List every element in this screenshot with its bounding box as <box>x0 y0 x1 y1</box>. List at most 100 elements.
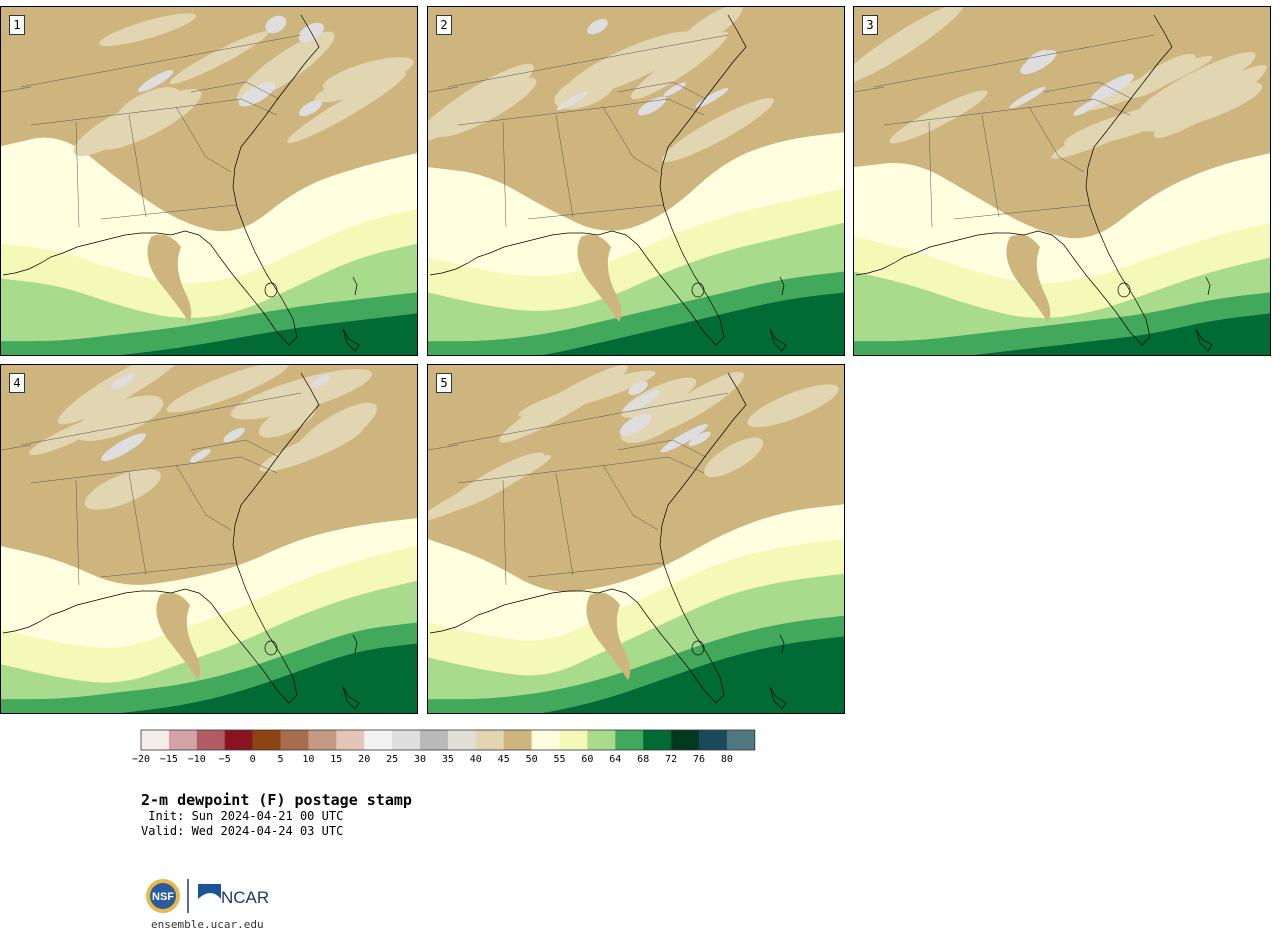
dewpoint-field-moister <box>428 188 844 311</box>
dewpoint-field-drier <box>116 87 181 127</box>
dewpoint-field-drier <box>259 424 365 472</box>
islands-outline <box>769 276 787 352</box>
colorbar-tick-label: 0 <box>250 754 256 765</box>
stamp-panel-3: 3 <box>853 6 1271 356</box>
dewpoint-field-humid <box>1 243 417 342</box>
member-label-1: 1 <box>9 15 25 35</box>
dewpoint-field-very-humid <box>428 271 844 355</box>
state-borders <box>428 34 729 228</box>
dewpoint-field-drier <box>1136 52 1256 118</box>
dewpoint-field-humid <box>428 222 844 342</box>
dewpoint-field-very-humid <box>854 292 1270 355</box>
colorbar-swatch <box>224 730 253 750</box>
colorbar-tick-label: 55 <box>553 754 565 765</box>
dewpoint-field-very-humid <box>1 292 417 355</box>
dewpoint-field-driest <box>556 91 589 111</box>
dewpoint-field-driest <box>628 381 648 396</box>
member-label-4: 4 <box>9 373 25 393</box>
dewpoint-field-drier <box>1126 53 1196 99</box>
colorbar-tick-label: 68 <box>637 754 649 765</box>
dewpoint-field-drier <box>630 31 728 100</box>
colorbar-swatch <box>699 730 728 750</box>
colorbar-swatch <box>643 730 672 750</box>
colorbar-tick-label: 10 <box>302 754 314 765</box>
dewpoint-field-driest <box>1091 73 1134 101</box>
dewpoint-field-driest <box>1009 86 1046 109</box>
dewpoint-map-1 <box>1 7 417 355</box>
islands-outline <box>769 634 787 710</box>
colorbar-swatch <box>726 730 756 750</box>
colorbar-swatch <box>671 730 700 750</box>
coastline-outline <box>429 14 747 346</box>
dewpoint-field-driest <box>688 431 711 446</box>
colorbar-tick-label: 35 <box>442 754 454 765</box>
dewpoint-field-gulf-dry <box>1006 234 1051 322</box>
islands-outline <box>342 276 360 352</box>
dewpoint-field-drier <box>678 7 743 50</box>
state-borders <box>1 34 302 228</box>
colorbar-swatch <box>392 730 421 750</box>
dewpoint-field-drier <box>428 455 552 522</box>
dewpoint-field-humid <box>1 580 417 700</box>
dewpoint-field-driest <box>265 15 287 34</box>
svg-text:NCAR: NCAR <box>221 888 269 907</box>
dewpoint-field-tropical <box>541 636 844 713</box>
colorbar-tick-label: 60 <box>581 754 593 765</box>
dewpoint-field-drier <box>314 74 388 103</box>
colorbar-swatch <box>587 730 616 750</box>
dewpoint-field-drier <box>166 365 290 413</box>
colorbar-tick-label: 40 <box>470 754 482 765</box>
colorbar-tick-label: 30 <box>414 754 426 765</box>
colorbar-tick-label: 5 <box>277 754 283 765</box>
dewpoint-field-tropical <box>119 313 417 355</box>
colorbar-tick-label: 76 <box>693 754 705 765</box>
chart-title: 2-m dewpoint (F) postage stamp <box>141 791 412 809</box>
colorbar-tick-label: 80 <box>721 754 733 765</box>
dewpoint-field-drier <box>620 399 688 443</box>
dewpoint-field-driest <box>223 427 245 443</box>
dewpoint-field-humid <box>428 573 844 700</box>
colorbar-tick-label: 50 <box>526 754 538 765</box>
dewpoint-field-tropical <box>541 292 844 355</box>
lake-outline <box>691 640 705 656</box>
stamp-panel-1: 1 <box>0 6 418 356</box>
state-borders <box>854 34 1155 228</box>
dewpoint-field-gulf-dry <box>156 592 201 680</box>
colorbar-swatch <box>447 730 477 750</box>
dewpoint-map-5 <box>428 365 844 713</box>
dewpoint-field-drier <box>1051 105 1170 159</box>
colorbar-swatch <box>141 730 170 750</box>
lake-outline <box>264 282 278 298</box>
colorbar-swatch <box>280 730 309 750</box>
coastline-outline <box>855 14 1173 346</box>
dewpoint-field-drier <box>287 71 407 144</box>
dewpoint-field-drier <box>258 402 317 438</box>
dewpoint-field-driest <box>660 424 708 453</box>
dewpoint-map-4 <box>1 365 417 713</box>
colorbar-frame <box>140 729 756 751</box>
colorbar-tick-label: 15 <box>330 754 342 765</box>
lake-outline <box>1117 282 1131 298</box>
dewpoint-field-tropical <box>119 643 417 713</box>
dewpoint-field-drier <box>230 368 372 420</box>
coastline-outline <box>2 372 320 704</box>
dewpoint-field-driest <box>637 96 667 116</box>
dewpoint-field-very-humid <box>1 622 417 713</box>
dewpoint-field-drier <box>563 31 697 98</box>
dewpoint-field-driest <box>587 18 608 35</box>
dewpoint-field-driest <box>1020 50 1057 75</box>
colorbar-swatch <box>308 730 337 750</box>
dewpoint-field-drier <box>84 469 161 510</box>
dewpoint-field-dry <box>428 7 844 231</box>
colorbar-tick-label: 20 <box>358 754 370 765</box>
dewpoint-field-tropical <box>972 313 1270 355</box>
dewpoint-field-drier <box>428 63 535 142</box>
colorbar-tick-label: 25 <box>386 754 398 765</box>
stamp-panel-4: 4 <box>0 364 418 714</box>
dewpoint-field-drier <box>99 13 197 47</box>
islands-outline <box>342 634 360 710</box>
dewpoint-field-gulf-dry <box>577 234 622 322</box>
dewpoint-field-drier <box>518 370 656 417</box>
coastline-outline <box>2 14 320 346</box>
dewpoint-field-humid <box>854 257 1270 342</box>
